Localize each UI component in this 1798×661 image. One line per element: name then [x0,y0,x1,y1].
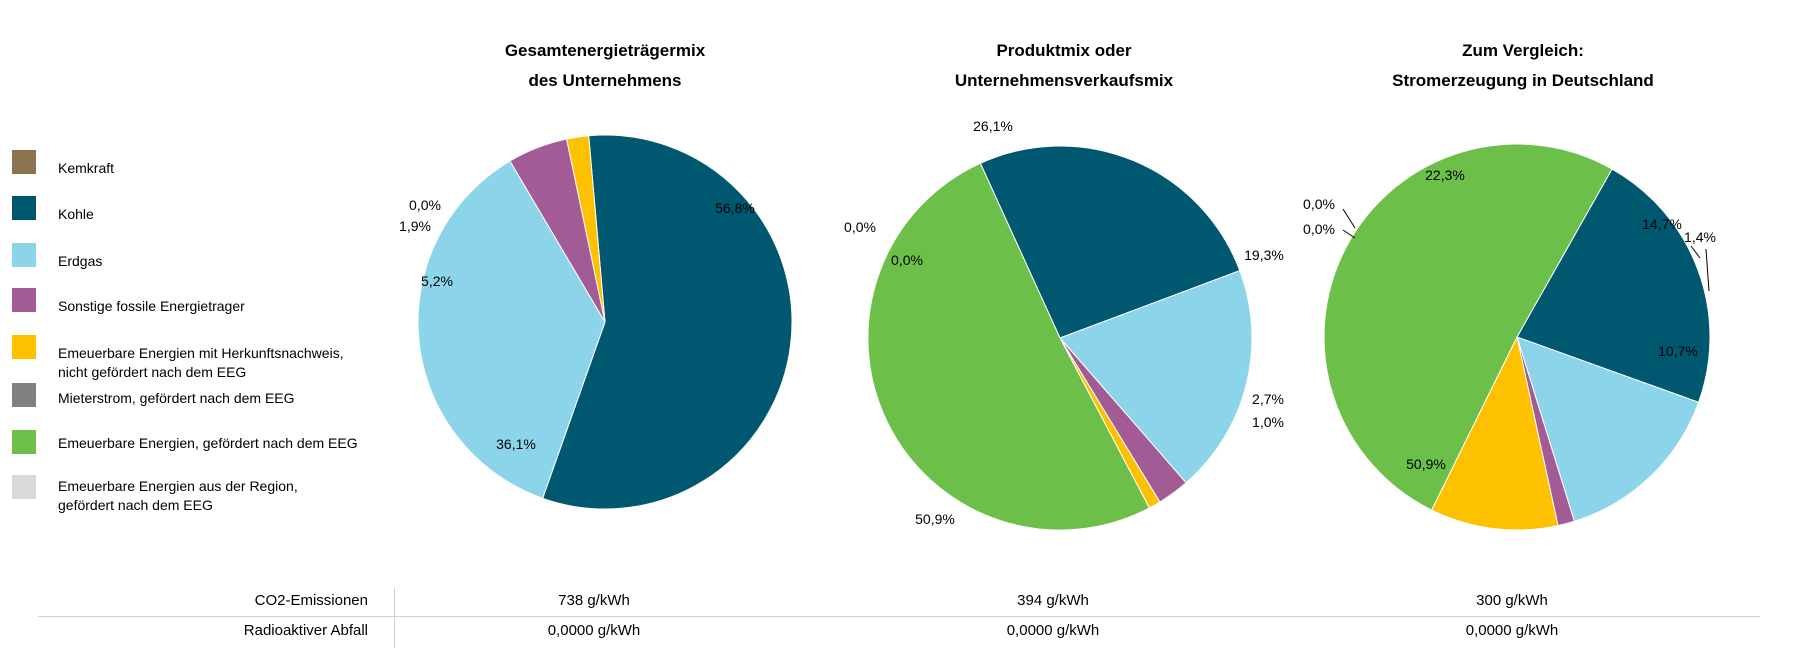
pie-slice [1516,336,1700,522]
legend-swatch [12,243,36,267]
legend-swatch [12,150,36,174]
pie-charts: 56,8% 36,1% 5,2% 1,9% 0,0% 26,1% 19,3% 2,7% 1,0%… [399,118,1716,531]
pie-slice [417,160,606,499]
table-cell: 0,0000 g/kWh [1006,622,1100,639]
legend-swatch [12,475,36,499]
pie-slice [1430,335,1559,531]
row-label: CO2-Emissionen [254,592,368,609]
slice-value-label: 10,7% [1658,343,1698,359]
table-cell: 300 g/kWh [1476,592,1548,609]
slice-value-label: 56,8% [715,200,755,216]
pie-slice [1516,168,1711,403]
legend-label: Emeuerbare Energien, gefördert nach dem … [58,435,358,451]
chart-title: Gesamtenergieträgermix des Unternehmens [504,41,706,90]
leader-line [1342,229,1356,239]
legend-label: Sonstige fossile Energietrager [58,298,245,314]
pie-slice [1323,143,1613,511]
pie-slice [979,145,1241,339]
pie-slice [1059,269,1253,484]
legend-label: Mieterstrom, gefördert nach dem EEG [58,390,295,406]
legend-label: Kemkraft [58,160,115,176]
table-cell: 0,0000 g/kWh [547,622,641,639]
slice-value-label: 50,9% [915,511,955,527]
pie-slice [867,162,1151,531]
legend-swatch [12,383,36,407]
legend-swatch [12,430,36,454]
slice-value-label: 1,0% [1252,414,1284,430]
slice-value-label: 0,0% [1303,221,1335,237]
pie-slice [566,135,606,323]
slice-value-label: 19,3% [1244,247,1284,263]
legend-label: Emeuerbare Energien mit Herkunftsnachwei… [58,345,344,380]
row-label: Radioaktiver Abfall [243,622,368,639]
slice-value-label: 26,1% [973,118,1013,134]
legend-swatch [12,335,36,359]
table-row: Radioaktiver Abfall 0,0000 g/kWh 0,0000 … [38,618,1760,646]
slice-value-label: 50,9% [1406,456,1446,472]
slice-value-label: 0,0% [409,197,441,213]
pie-slice [542,134,793,510]
chart-title: Produktmix oder Unternehmensverkaufsmix [954,41,1174,90]
slice-value-label: 1,4% [1684,229,1716,245]
chart-title: Zum Vergleich: Stromerzeugung in Deutsch… [1392,41,1654,90]
slice-value-label: 14,7% [1642,216,1682,232]
table-divider [394,588,395,648]
leader-line [1705,248,1710,292]
leader-line [1342,208,1356,229]
table-cell: 0,0000 g/kWh [1465,622,1559,639]
leader-line [1690,245,1701,259]
table-separator [38,616,1760,617]
legend-label: Kohle [58,206,94,222]
emissions-table: CO2-Emissionen 738 g/kWh 394 g/kWh 300 g… [38,588,1760,648]
legend-swatch [12,196,36,220]
table-cell: 738 g/kWh [558,592,630,609]
slice-value-label: 22,3% [1425,167,1465,183]
slice-value-label: 5,2% [421,273,453,289]
slice-value-label: 2,7% [1252,391,1284,407]
table-row: CO2-Emissionen 738 g/kWh 394 g/kWh 300 g… [38,588,1760,616]
legend-swatch [12,288,36,312]
slice-value-label: 0,0% [844,219,876,235]
slice-value-label: 0,0% [1303,196,1335,212]
slice-value-label: 36,1% [496,436,536,452]
table-cell: 394 g/kWh [1017,592,1089,609]
slice-value-label: 1,9% [399,218,431,234]
legend-label: Erdgas [58,253,103,269]
slice-value-label: 0,0% [891,252,923,268]
legend-label: Emeuerbare Energien aus der Region, gefö… [58,478,298,513]
